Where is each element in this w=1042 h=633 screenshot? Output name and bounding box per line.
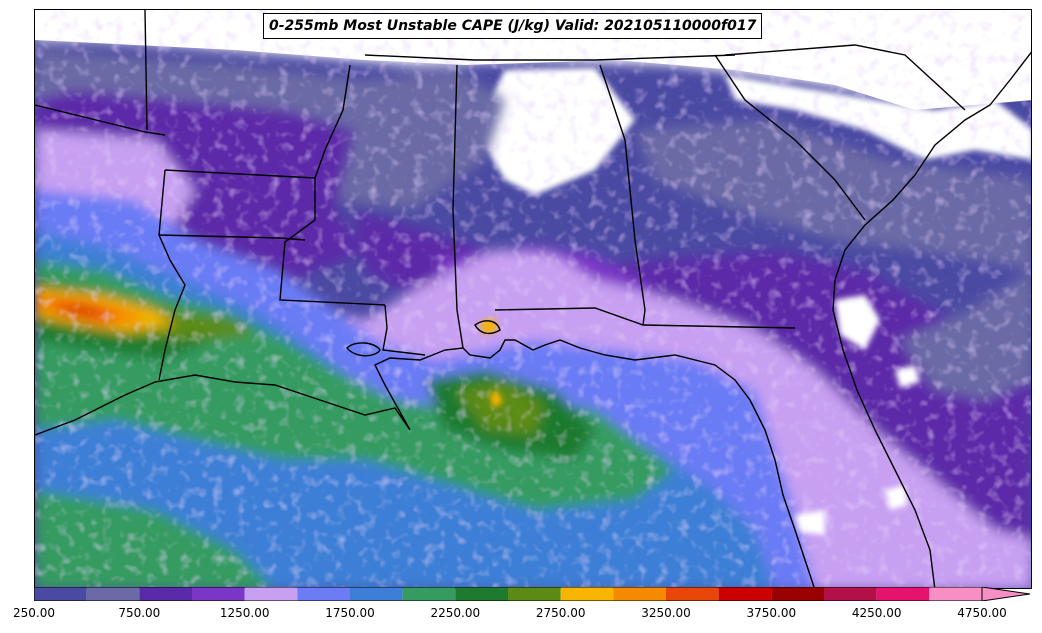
cape-shading	[35, 10, 1031, 588]
colorbar-bin	[560, 587, 614, 601]
border-tn-south	[364, 54, 736, 61]
colorbar-bin	[613, 587, 666, 601]
colorbar-bin	[34, 587, 87, 601]
border-tx-north	[164, 169, 316, 179]
border-nc-sc	[724, 44, 966, 111]
geographic-boundaries	[35, 10, 1031, 588]
cape-field-svg	[35, 10, 1031, 588]
coastline-gulf	[35, 339, 816, 588]
colorbar-bin	[86, 587, 140, 601]
cape-map	[34, 9, 1032, 589]
colorbar-bin	[508, 587, 561, 601]
colorbar-tick-label: 2750.00	[535, 606, 586, 620]
colorbar-bin	[139, 587, 192, 601]
border-al-fl	[494, 307, 796, 329]
colorbar-bin	[402, 587, 456, 601]
colorbar-tick-label: 3250.00	[641, 606, 691, 620]
colorbar-bin	[666, 587, 719, 601]
colorbar-tick-label: 750.00	[118, 606, 161, 620]
colorbar-bin	[824, 587, 877, 601]
border-ms-river	[279, 64, 386, 306]
colorbar-bin	[350, 587, 403, 601]
colorbar-bin	[718, 587, 772, 601]
colorbar-bin	[455, 587, 508, 601]
colorbar-bin	[192, 587, 245, 601]
colorbar-tick-label: 1250.00	[219, 606, 270, 620]
colorbar-bin	[244, 587, 298, 601]
border-ga-sc	[714, 54, 866, 221]
colorbar-tick-label: 2250.00	[430, 606, 481, 620]
colorbar-tick-label: 3750.00	[746, 606, 797, 620]
border-ar-la	[158, 234, 306, 241]
border-la-ms	[382, 304, 426, 356]
border-al-ga	[599, 64, 646, 326]
colorbar-tick-label: 4750.00	[957, 606, 1007, 620]
map-title: 0-255mb Most Unstable CAPE (J/kg) Valid:…	[263, 13, 763, 39]
colorbar-extend-max	[981, 587, 1031, 601]
colorbar-outline	[34, 587, 983, 601]
colorbar-tick-label: 1750.00	[325, 606, 375, 620]
gulf-island-1	[474, 320, 501, 335]
coastline-atlantic	[832, 51, 1031, 588]
colorbar-bin	[929, 587, 982, 601]
border-ms-al	[452, 64, 464, 349]
border-ok-ar	[144, 10, 148, 131]
colorbar-bin	[771, 587, 824, 601]
colorbar-tick-label: 4250.00	[851, 606, 902, 620]
colorbar-bin	[876, 587, 930, 601]
lake-pontchartrain	[346, 342, 381, 357]
colorbar-bin	[297, 587, 350, 601]
border-ok-tx	[35, 104, 166, 136]
colorbar-tick-label: 250.00	[13, 606, 55, 620]
colorbar	[34, 587, 1031, 601]
